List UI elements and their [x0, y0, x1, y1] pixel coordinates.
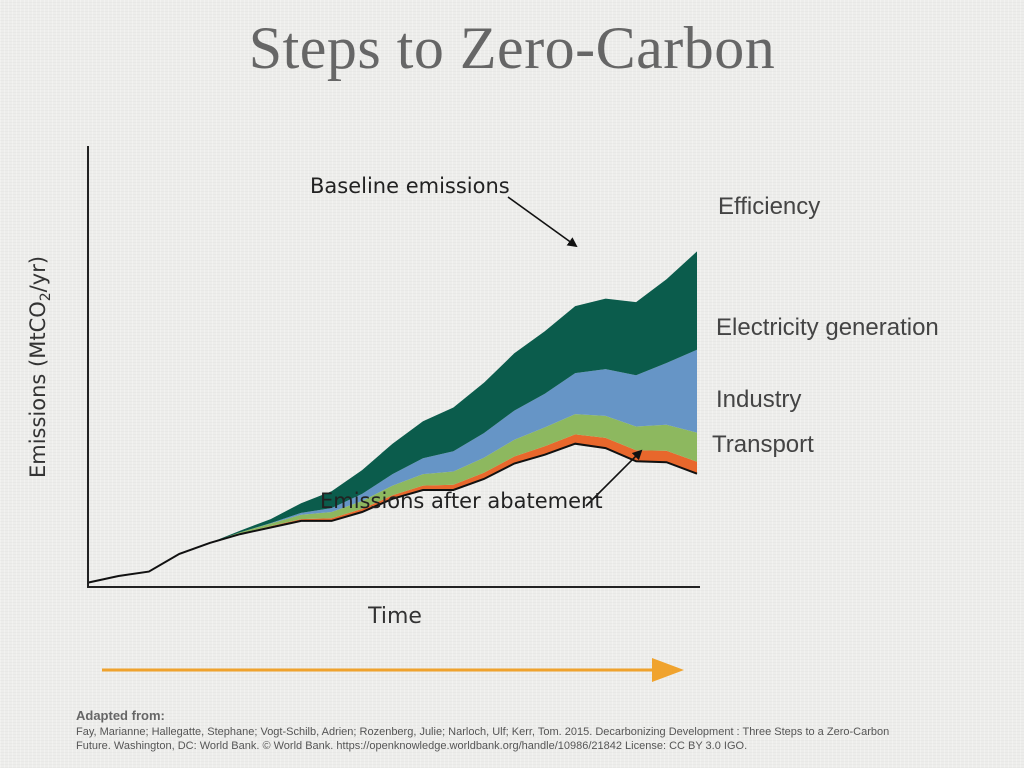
- baseline-arrow: [507, 196, 578, 248]
- after-abatement-line: [87, 442, 698, 584]
- after-abatement-arrow: [585, 449, 643, 507]
- y-axis-label-subscript: 2: [38, 292, 55, 302]
- y-axis-label-main: Emissions (MtCO: [25, 301, 50, 479]
- time-arrow: [102, 658, 684, 682]
- area-efficiency: [88, 251, 697, 583]
- source-citation: Adapted from: Fay, Marianne; Hallegatte,…: [76, 708, 976, 753]
- area-industry: [88, 414, 697, 583]
- legend-industry: Industry: [716, 386, 802, 413]
- source-heading: Adapted from:: [76, 708, 165, 723]
- x-axis-label: Time: [368, 604, 422, 629]
- after-abatement-annotation: Emissions after abatement: [320, 489, 603, 513]
- legend-transport: Transport: [712, 431, 814, 458]
- source-text: Fay, Marianne; Hallegatte, Stephane; Vog…: [76, 726, 890, 752]
- legend-electricity-generation: Electricity generation: [716, 314, 939, 341]
- y-axis-label-unit: /yr): [25, 255, 50, 293]
- baseline-emissions-annotation: Baseline emissions: [310, 174, 510, 198]
- y-axis-label: Emissions (MtCO2/yr): [26, 256, 54, 478]
- area-electricity-generation: [88, 349, 697, 583]
- y-axis-label-wrap: Emissions (MtCO2/yr): [20, 256, 60, 478]
- legend-efficiency: Efficiency: [718, 193, 821, 220]
- page-title: Steps to Zero-Carbon: [248, 15, 776, 81]
